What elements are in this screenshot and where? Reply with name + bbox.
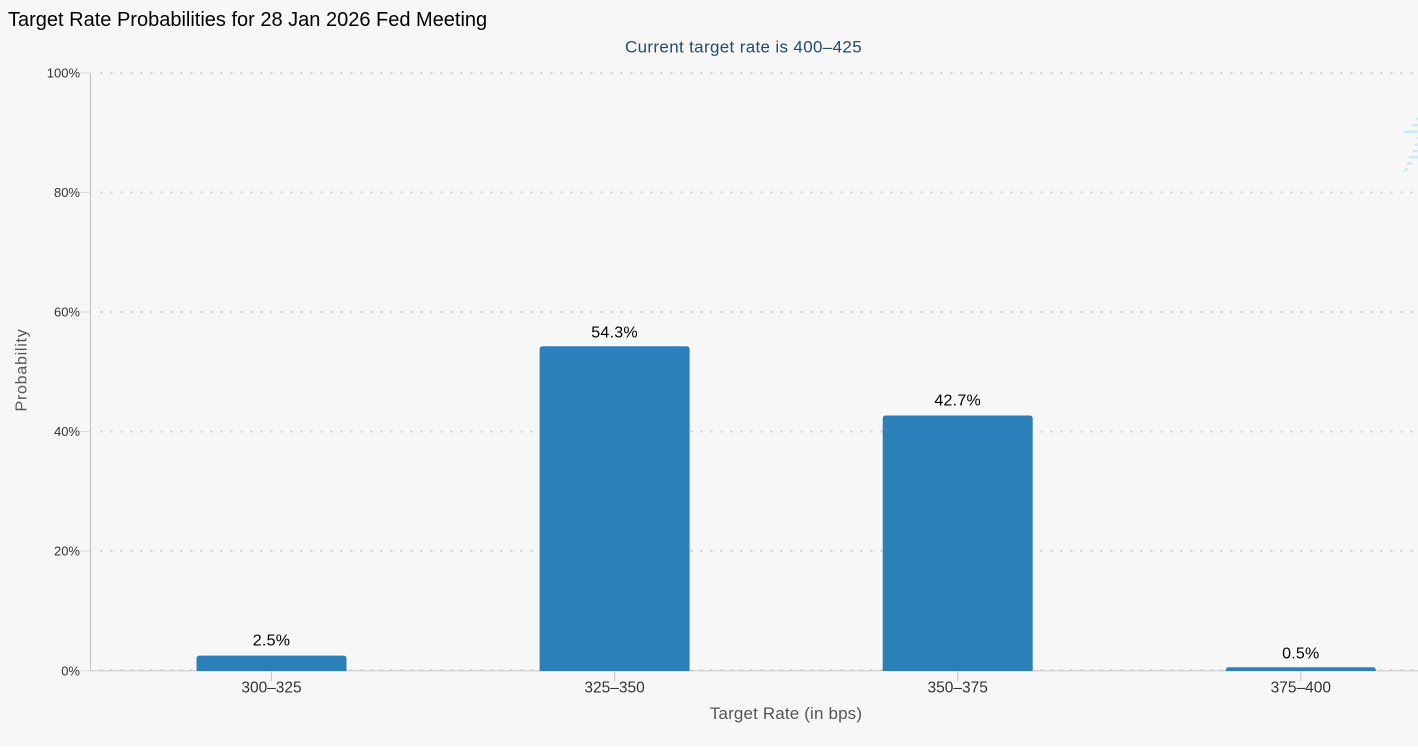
svg-text:60%: 60% <box>54 305 80 320</box>
svg-text:375–400: 375–400 <box>1271 680 1332 697</box>
svg-text:100%: 100% <box>47 66 81 81</box>
svg-text:20%: 20% <box>54 544 80 559</box>
svg-text:54.3%: 54.3% <box>591 325 638 342</box>
svg-text:42.7%: 42.7% <box>934 393 981 410</box>
svg-text:80%: 80% <box>54 185 80 200</box>
svg-text:Target Rate Probabilities for: Target Rate Probabilities for 28 Jan 202… <box>8 9 487 31</box>
svg-text:0.5%: 0.5% <box>1282 646 1319 663</box>
svg-text:40%: 40% <box>54 424 80 439</box>
svg-text:Target Rate (in bps): Target Rate (in bps) <box>710 704 862 723</box>
svg-text:Current target rate is 400–425: Current target rate is 400–425 <box>625 37 862 56</box>
svg-text:0%: 0% <box>61 663 80 678</box>
svg-text:300–325: 300–325 <box>241 680 301 697</box>
svg-text:350–375: 350–375 <box>928 680 988 697</box>
svg-text:Probability: Probability <box>13 329 30 412</box>
svg-text:325–350: 325–350 <box>584 680 645 697</box>
svg-text:2.5%: 2.5% <box>253 633 290 650</box>
